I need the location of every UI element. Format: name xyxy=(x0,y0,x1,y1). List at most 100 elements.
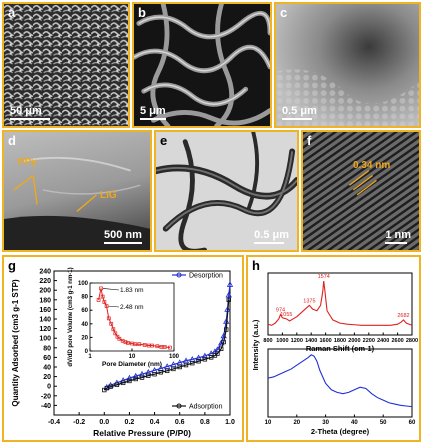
scale-bar-label-c: 0.5 μm xyxy=(282,105,317,117)
inset-data-point-7 xyxy=(111,327,116,332)
x-tick-label-g-7: 1.0 xyxy=(225,419,235,426)
y-tick-label-g-9: 140 xyxy=(39,317,51,324)
data-point-g-1-3 xyxy=(114,382,120,387)
raman-x-tick-label-9: 2600 xyxy=(391,338,403,344)
raman-peak-label-0: 974 xyxy=(276,308,285,314)
scale-bar-label-f: 1 nm xyxy=(385,229,411,241)
data-point-g-0-5 xyxy=(132,372,139,379)
raman-x-tick-label-5: 1800 xyxy=(334,338,346,344)
sem-image-a xyxy=(4,4,128,126)
raman-x-tick-label-7: 2200 xyxy=(363,338,375,344)
legend-marker-g-1 xyxy=(176,403,182,409)
sem-image-d xyxy=(4,132,150,250)
y-tick-label-g-13: 220 xyxy=(39,278,51,285)
inset-data-point-12 xyxy=(123,340,128,345)
scale-bar-e: 0.5 μm xyxy=(254,229,289,244)
panel-label-d: d xyxy=(8,133,16,148)
xrd-x-tick-label-5: 60 xyxy=(409,420,416,426)
xrd-x-tick-label-4: 50 xyxy=(380,420,387,426)
data-point-g-0-24 xyxy=(225,291,232,298)
panel-label-h: h xyxy=(252,258,260,273)
data-point-g-1-15 xyxy=(190,360,195,366)
panel-label-f: f xyxy=(307,133,312,148)
inset-data-point-23 xyxy=(168,345,172,350)
inset-y-tick-label-5: 100 xyxy=(78,281,89,287)
plot-frame-g xyxy=(53,270,231,416)
raman-x-tick-label-8: 2400 xyxy=(377,338,389,344)
data-point-g-1-21 xyxy=(218,346,224,351)
annotation-lattice-spacing: 0.34 nm xyxy=(353,160,391,171)
data-point-g-1-17 xyxy=(202,357,208,362)
data-point-g-1-11 xyxy=(164,368,170,374)
raman-series-line xyxy=(267,281,413,326)
inset-annotation-0: 1.83 nm xyxy=(120,287,144,294)
data-point-g-0-12 xyxy=(176,359,183,366)
inset-annotation-pointer-0 xyxy=(102,288,120,291)
inset-annotation-pointer-1 xyxy=(108,305,120,308)
y-tick-label-g-4: 40 xyxy=(43,365,51,372)
xrd-x-tick-label-1: 20 xyxy=(293,420,300,426)
inset-y-tick-label-1: 20 xyxy=(81,335,88,341)
x-axis-label-g: Relative Pressure (P/P0) xyxy=(93,428,191,438)
panel-a-sem: a 50 μm xyxy=(2,2,130,128)
inset-data-point-8 xyxy=(113,331,118,336)
xrd-x-tick-label-2: 30 xyxy=(322,420,329,426)
tem-image-e xyxy=(156,132,297,250)
data-point-g-1-5 xyxy=(127,378,132,384)
legend-label-g-1: Adsorption xyxy=(189,404,223,411)
inset-x-tick-label-1: 10 xyxy=(129,354,136,360)
data-point-g-1-22 xyxy=(221,339,226,345)
inset-annotation-1: 2.48 nm xyxy=(120,304,144,311)
inset-data-point-19 xyxy=(150,343,154,348)
x-tick-label-g-0: -0.4 xyxy=(48,419,60,426)
panel-f-hrtem: f 0.34 nm 1 nm xyxy=(301,130,421,252)
data-point-g-1-20 xyxy=(215,351,220,356)
y-tick-label-g-0: -40 xyxy=(41,403,51,410)
y-tick-label-g-1: -20 xyxy=(41,393,51,400)
inset-y-tick-label-0: 0 xyxy=(85,349,89,355)
inset-y-tick-label-2: 40 xyxy=(81,322,88,328)
y-tick-label-g-11: 180 xyxy=(39,297,51,304)
inset-data-point-2 xyxy=(100,294,105,299)
xrd-frame xyxy=(267,348,413,418)
scale-bar-label-a: 50 μm xyxy=(10,105,42,117)
panel-label-e: e xyxy=(160,133,168,148)
data-point-g-0-15 xyxy=(195,354,202,361)
inset-data-point-1 xyxy=(99,286,103,291)
y-axis-label-g: Quantity Adsorbed (cm3 g-1 STP) xyxy=(11,279,20,407)
panel-b-sem: b 5 μm xyxy=(132,2,272,128)
x-tick-label-g-2: 0.0 xyxy=(99,419,109,426)
inset-frame-g xyxy=(89,282,175,352)
inset-data-point-16 xyxy=(137,342,142,347)
inset-data-point-5 xyxy=(106,316,111,321)
scale-bar-b: 5 μm xyxy=(140,105,166,120)
scale-bar-line-f xyxy=(385,242,408,244)
panel-label-g: g xyxy=(8,258,16,273)
y-tick-label-g-12: 200 xyxy=(39,288,51,295)
series-line-g-1 xyxy=(103,299,230,391)
sem-image-b xyxy=(134,4,270,126)
inset-data-point-0 xyxy=(96,298,101,302)
inset-data-point-9 xyxy=(115,334,120,339)
shared-y-axis-label: Intensity (a.u.) xyxy=(251,319,260,370)
x-tick-label-g-6: 0.8 xyxy=(200,419,210,426)
xrd-series-line xyxy=(267,354,413,408)
inset-x-tick-label-2: 100 xyxy=(169,354,180,360)
x-tick-label-g-5: 0.6 xyxy=(175,419,185,426)
y-tick-label-g-7: 100 xyxy=(39,336,51,343)
y-tick-label-g-10: 160 xyxy=(39,307,51,314)
raman-peak-label-3: 1574 xyxy=(318,274,330,280)
raman-x-tick-label-4: 1600 xyxy=(319,338,331,344)
scale-bar-line-c xyxy=(282,118,312,120)
legend-marker-g-0 xyxy=(176,272,182,278)
y-tick-label-g-3: 20 xyxy=(43,374,51,381)
data-point-g-0-25 xyxy=(226,281,234,287)
data-point-g-1-24 xyxy=(226,297,231,302)
raman-peak-label-1: 1055 xyxy=(280,312,292,318)
chart-spectra: 800 1000 1200 1400 1600 1800 2000 2200 2400 2600 2… xyxy=(251,272,418,436)
data-point-g-0-13 xyxy=(182,357,190,364)
hrtem-image-f xyxy=(303,132,419,250)
panel-label-c: c xyxy=(280,5,288,20)
data-point-g-1-9 xyxy=(152,372,157,377)
data-point-g-1-14 xyxy=(183,362,189,368)
